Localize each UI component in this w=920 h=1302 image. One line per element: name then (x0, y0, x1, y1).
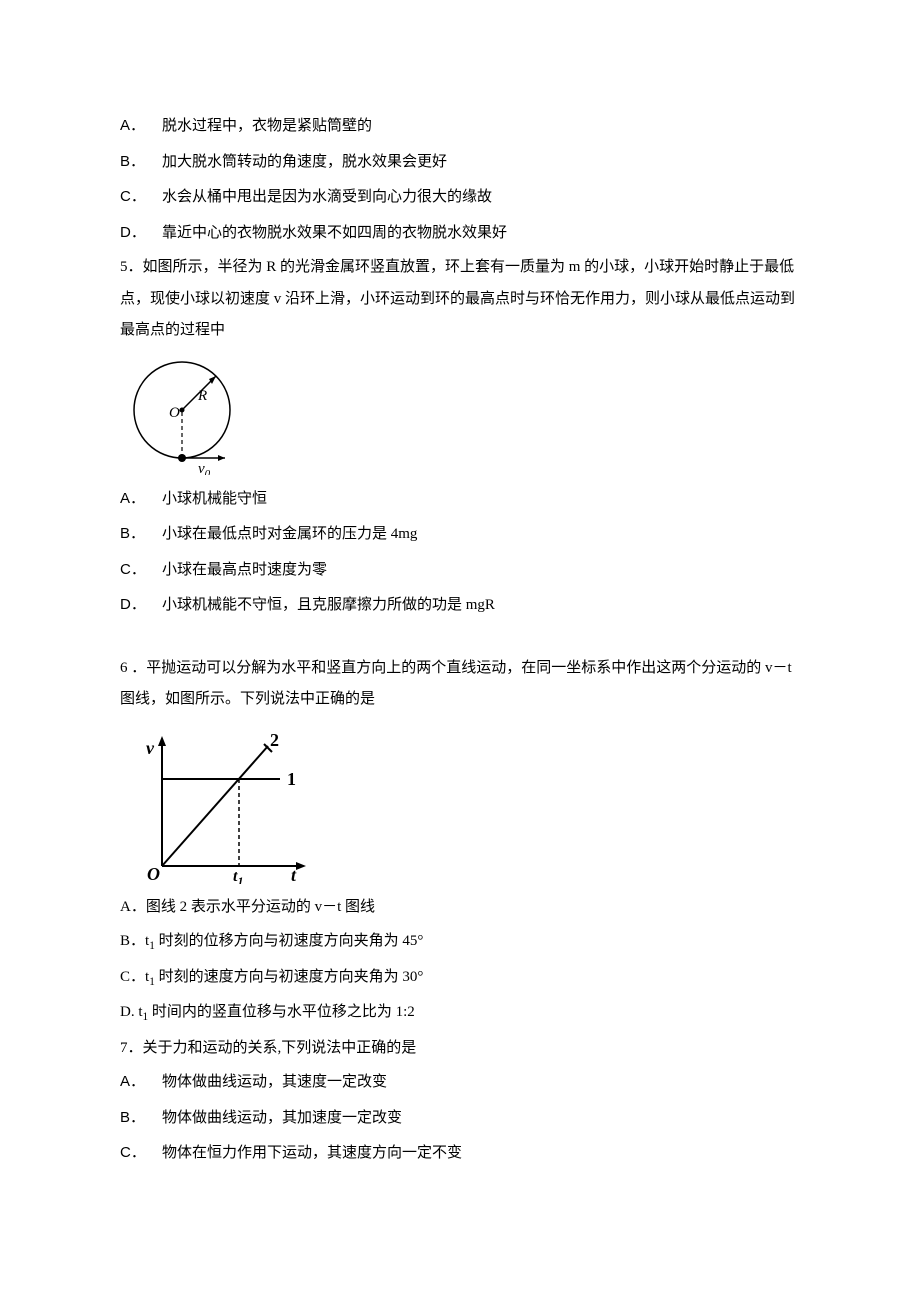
q5-option-b: B．小球在最低点时对金属环的压力是 4mg (120, 518, 800, 551)
r-label: R (197, 388, 207, 404)
option-label: D． (120, 589, 162, 621)
option-text: 小球机械能守恒 (162, 491, 267, 507)
option-label: A． (120, 1066, 162, 1098)
option-text: 水会从桶中甩出是因为水滴受到向心力很大的缘故 (162, 189, 492, 205)
option-text: 靠近中心的衣物脱水效果不如四周的衣物脱水效果好 (162, 225, 507, 241)
option-text-pre: C．t (120, 969, 149, 985)
q7-option-b: B．物体做曲线运动，其加速度一定改变 (120, 1102, 800, 1135)
option-label: D． (120, 217, 162, 249)
line2-label: 2 (270, 730, 279, 750)
t1-label: t1 (233, 868, 243, 884)
q5-figure: O R v0 (120, 355, 800, 475)
option-text: 加大脱水筒转动的角速度，脱水效果会更好 (162, 154, 447, 170)
line1-label: 1 (287, 769, 296, 789)
option-text-post: 时刻的速度方向与初速度方向夹角为 30° (155, 969, 424, 985)
q5-option-a: A．小球机械能守恒 (120, 483, 800, 516)
q5-text: 5．如图所示，半径为 R 的光滑金属环竖直放置，环上套有一质量为 m 的小球，小… (120, 252, 800, 347)
option-label: A． (120, 110, 162, 142)
option-text: 小球在最低点时对金属环的压力是 4mg (162, 526, 417, 542)
option-text-pre: B．t (120, 933, 149, 949)
q6-option-d: D. t1 时间内的竖直位移与水平位移之比为 1:2 (120, 997, 800, 1030)
q6-option-a: A．图线 2 表示水平分运动的 v－t 图线 (120, 892, 800, 924)
option-label: B． (120, 518, 162, 550)
vt-graph: v t O t1 1 2 (120, 724, 320, 884)
q7-option-a: A．物体做曲线运动，其速度一定改变 (120, 1066, 800, 1099)
option-text: 物体在恒力作用下运动，其速度方向一定不变 (162, 1145, 462, 1161)
q4-option-a: A．脱水过程中，衣物是紧贴筒壁的 (120, 110, 800, 143)
q5-option-c: C．小球在最高点时速度为零 (120, 554, 800, 587)
q4-option-c: C．水会从桶中甩出是因为水滴受到向心力很大的缘故 (120, 181, 800, 214)
q6-text: 6 ．平抛运动可以分解为水平和竖直方向上的两个直线运动，在同一坐标系中作出这两个… (120, 653, 800, 716)
q6-option-c: C．t1 时刻的速度方向与初速度方向夹角为 30° (120, 962, 800, 995)
q5-option-d: D．小球机械能不守恒，且克服摩擦力所做的功是 mgR (120, 589, 800, 622)
option-label: C． (120, 554, 162, 586)
q6-option-b: B．t1 时刻的位移方向与初速度方向夹角为 45° (120, 926, 800, 959)
option-label: C． (120, 1137, 162, 1169)
option-text: 物体做曲线运动，其加速度一定改变 (162, 1110, 402, 1126)
o-label: O (169, 405, 180, 421)
q4-option-d: D．靠近中心的衣物脱水效果不如四周的衣物脱水效果好 (120, 217, 800, 250)
v-axis-label: v (146, 738, 155, 758)
option-text: 小球机械能不守恒，且克服摩擦力所做的功是 mgR (162, 597, 495, 613)
option-text: A．图线 2 表示水平分运动的 v－t 图线 (120, 899, 375, 915)
option-text: 小球在最高点时速度为零 (162, 562, 327, 578)
option-label: A． (120, 483, 162, 515)
q7-option-c: C．物体在恒力作用下运动，其速度方向一定不变 (120, 1137, 800, 1170)
q7-text: 7．关于力和运动的关系,下列说法中正确的是 (120, 1033, 800, 1065)
option-label: B． (120, 146, 162, 178)
option-text-post: 时间内的竖直位移与水平位移之比为 1:2 (148, 1004, 415, 1020)
option-text: 脱水过程中，衣物是紧贴筒壁的 (162, 118, 372, 134)
v0-label: v0 (198, 461, 211, 475)
option-text-pre: D. t (120, 1004, 143, 1020)
q4-option-b: B．加大脱水筒转动的角速度，脱水效果会更好 (120, 146, 800, 179)
option-text: 物体做曲线运动，其速度一定改变 (162, 1074, 387, 1090)
circle-ring-diagram: O R v0 (120, 355, 250, 475)
origin-label: O (147, 864, 160, 884)
option-text-post: 时刻的位移方向与初速度方向夹角为 45° (155, 933, 424, 949)
option-label: B． (120, 1102, 162, 1134)
option-label: C． (120, 181, 162, 213)
q6-figure: v t O t1 1 2 (120, 724, 800, 884)
